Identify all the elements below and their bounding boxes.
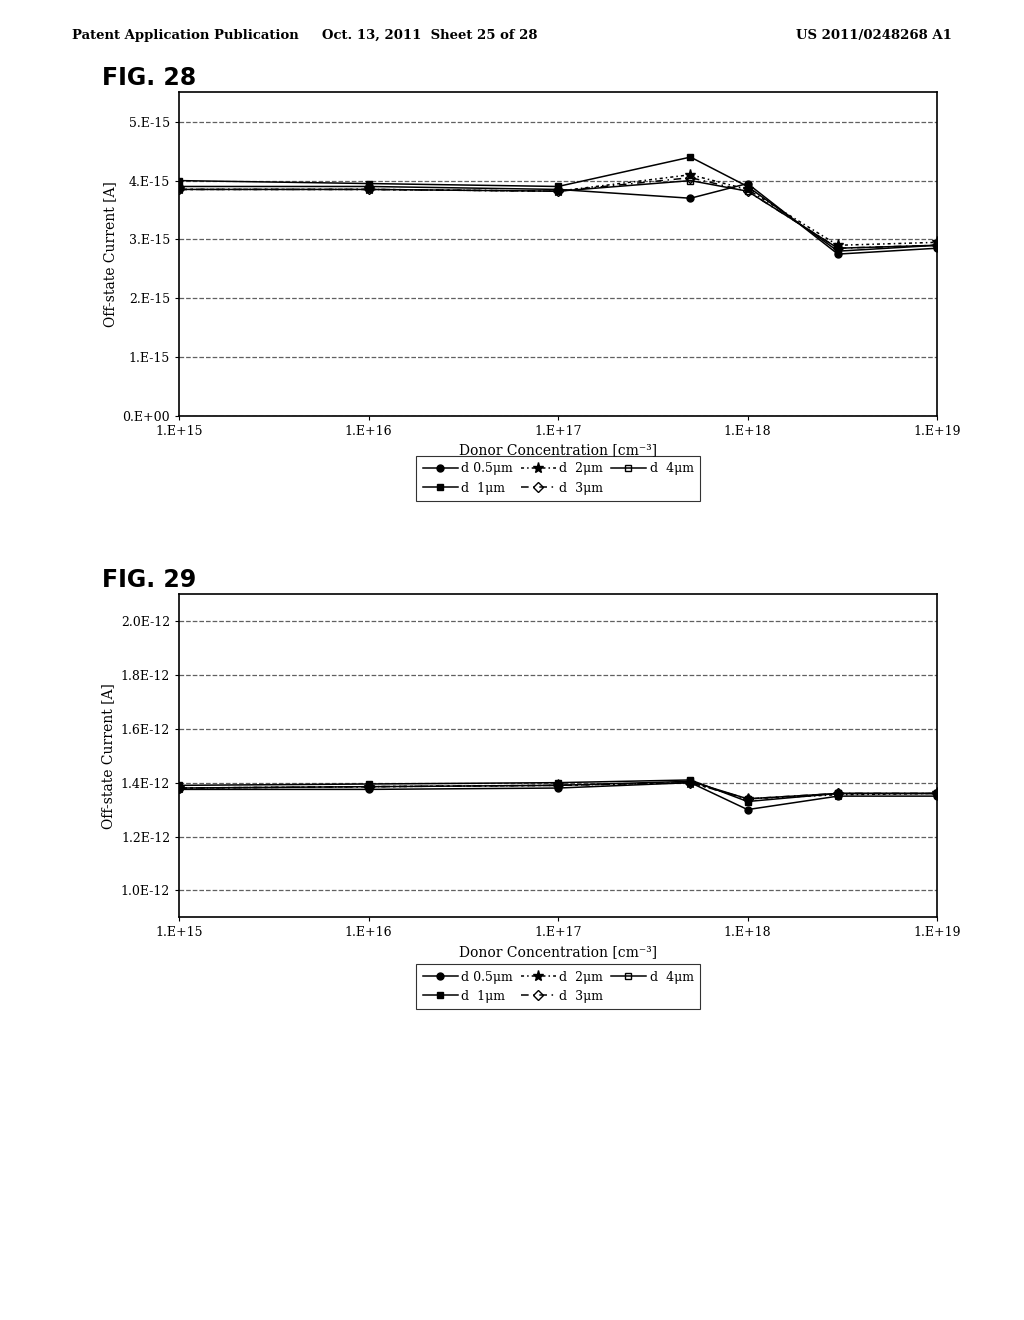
- Text: Patent Application Publication: Patent Application Publication: [72, 29, 298, 42]
- Y-axis label: Off-state Current [A]: Off-state Current [A]: [103, 181, 117, 327]
- Text: FIG. 28: FIG. 28: [102, 66, 197, 90]
- Y-axis label: Off-state Current [A]: Off-state Current [A]: [101, 682, 116, 829]
- X-axis label: Donor Concentration [cm⁻³]: Donor Concentration [cm⁻³]: [459, 945, 657, 960]
- Text: US 2011/0248268 A1: US 2011/0248268 A1: [797, 29, 952, 42]
- Text: FIG. 29: FIG. 29: [102, 568, 197, 591]
- Legend: d 0.5μm, d  1μm, d  2μm, d  3μm, d  4μm: d 0.5μm, d 1μm, d 2μm, d 3μm, d 4μm: [417, 965, 699, 1008]
- X-axis label: Donor Concentration [cm⁻³]: Donor Concentration [cm⁻³]: [459, 444, 657, 458]
- Legend: d 0.5μm, d  1μm, d  2μm, d  3μm, d  4μm: d 0.5μm, d 1μm, d 2μm, d 3μm, d 4μm: [417, 457, 699, 500]
- Text: Oct. 13, 2011  Sheet 25 of 28: Oct. 13, 2011 Sheet 25 of 28: [323, 29, 538, 42]
